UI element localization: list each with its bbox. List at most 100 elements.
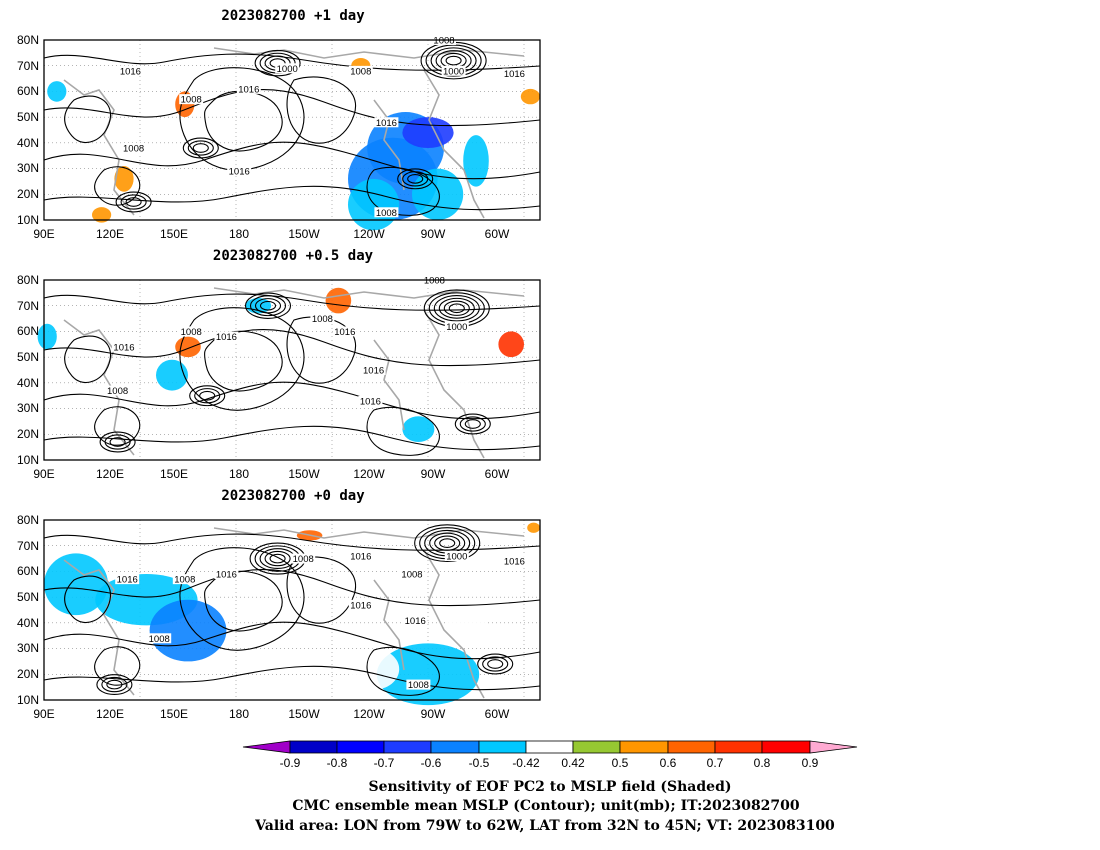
map-frame [43, 39, 541, 221]
lat-tick: 70N [17, 299, 39, 313]
pressure-center-contour [189, 385, 226, 407]
pressure-center-contour [414, 524, 481, 562]
colorbar-label: 0.9 [802, 756, 819, 770]
contour-label-bg [441, 65, 466, 76]
lat-axis: 80N 70N 60N 50N 40N 30N 20N 10N [17, 33, 39, 227]
pressure-center-contour [187, 140, 214, 156]
isobar-contour [43, 329, 541, 367]
lat-tick: 30N [17, 641, 39, 655]
coastline [213, 47, 525, 59]
pressure-center-contour [254, 49, 301, 77]
colorbar-label: -0.8 [327, 756, 348, 770]
pressure-center-contour [464, 419, 481, 429]
isobar-contour [204, 90, 283, 152]
lon-tick: 150E [160, 707, 188, 721]
pressure-center-contour [101, 676, 128, 693]
colorbar-label: -0.6 [421, 756, 442, 770]
lat-tick: 80N [17, 273, 39, 287]
contour-label: 1000 [277, 64, 298, 75]
map-field: 1008 1016 1000 1016 1016 1008 1016 1008 1016 1016… [43, 520, 541, 706]
isobar-contour [43, 425, 541, 451]
colorbar-label: 0.7 [707, 756, 724, 770]
lat-axis: 80N 70N 60N 50N 40N 30N 20N 10N [17, 513, 39, 707]
contour-label-bg [444, 321, 469, 332]
sensitivity-patch [156, 359, 188, 391]
colorbar-segment [572, 740, 621, 754]
sensitivity-patch [348, 648, 400, 690]
isobar-contour [286, 556, 357, 624]
isobar-contour [43, 293, 541, 311]
isobar-contour [94, 646, 141, 686]
pressure-center-contour [448, 303, 465, 314]
lat-axis: 80N 70N 60N 50N 40N 30N 20N 10N [17, 273, 39, 467]
sensitivity-patch [520, 88, 540, 105]
figure-caption: Sensitivity of EOF PC2 to MSLP field (Sh… [254, 779, 835, 834]
sensitivity-patch [527, 522, 540, 533]
contour-label: 1016 [120, 66, 141, 77]
contour-label-bg [236, 83, 261, 94]
map-field: 1008 1000 1008 1000 1016 1016 1016 1008 1016 1008… [43, 35, 541, 231]
contour-label: 1008 [408, 680, 429, 691]
lon-tick: 120W [353, 227, 385, 241]
lat-tick: 50N [17, 590, 39, 604]
lon-tick: 180 [229, 227, 249, 241]
lon-tick: 60W [485, 227, 510, 241]
coastline [373, 579, 405, 671]
sensitivity-patch [325, 287, 352, 314]
contour-label-bg [406, 679, 431, 690]
pressure-center-contour [106, 679, 123, 690]
contour-label: 1016 [376, 118, 397, 129]
contour-label-bg [112, 341, 136, 352]
isobar-contour [43, 533, 541, 551]
contour-label-bg [147, 633, 172, 644]
lon-tick: 90E [33, 227, 54, 241]
lat-tick: 40N [17, 136, 39, 150]
sensitivity-patch [348, 178, 400, 231]
sensitivity-patch [447, 377, 473, 399]
sensitivity-patch [149, 599, 227, 662]
lon-tick: 150E [160, 467, 188, 481]
pressure-center-contour [99, 431, 136, 453]
contour-label-bg [348, 551, 373, 561]
colorbar-label: 0.6 [660, 756, 677, 770]
lat-tick: 50N [17, 350, 39, 364]
lat-tick: 20N [17, 667, 39, 681]
lat-tick: 10N [17, 693, 39, 707]
pressure-center-contour [104, 434, 131, 450]
colorbar-label: 0.8 [754, 756, 771, 770]
lon-tick: 150W [288, 467, 320, 481]
contour-label-bg [118, 65, 143, 76]
pressure-center-contour [125, 197, 142, 207]
isobar-contour [43, 381, 541, 420]
pressure-center-contour [254, 298, 282, 314]
isobar-contour [43, 569, 541, 607]
caption-line-2: CMC ensemble mean MSLP (Contour); unit(m… [292, 798, 800, 814]
coastline [373, 99, 405, 191]
pressure-center-contour [182, 137, 219, 159]
colorbar-label: -0.7 [374, 756, 395, 770]
contour-label: 1008 [149, 634, 170, 645]
lat-tick: 60N [17, 564, 39, 578]
sensitivity-patch [412, 168, 464, 221]
contour-label-bg [348, 599, 373, 610]
sensitivity-patch [175, 336, 201, 358]
contour-label-bg [332, 326, 357, 337]
contour-label: 1008 [401, 570, 422, 581]
pressure-center-contour [397, 168, 434, 190]
isobar-contour [43, 621, 541, 660]
contour-label: 1016 [238, 84, 259, 95]
lon-tick: 90W [421, 707, 446, 721]
colorbar-segment [336, 740, 385, 754]
contour-label-bg [115, 574, 140, 585]
lon-tick: 120E [96, 467, 124, 481]
contour-label-bg [358, 395, 383, 406]
colorbar-label: -0.5 [469, 756, 490, 770]
lon-tick: 90E [33, 467, 54, 481]
lon-tick: 180 [229, 707, 249, 721]
contour-label-bg [275, 63, 300, 74]
isobar-contour [43, 665, 541, 691]
isobar-contour [64, 575, 112, 623]
